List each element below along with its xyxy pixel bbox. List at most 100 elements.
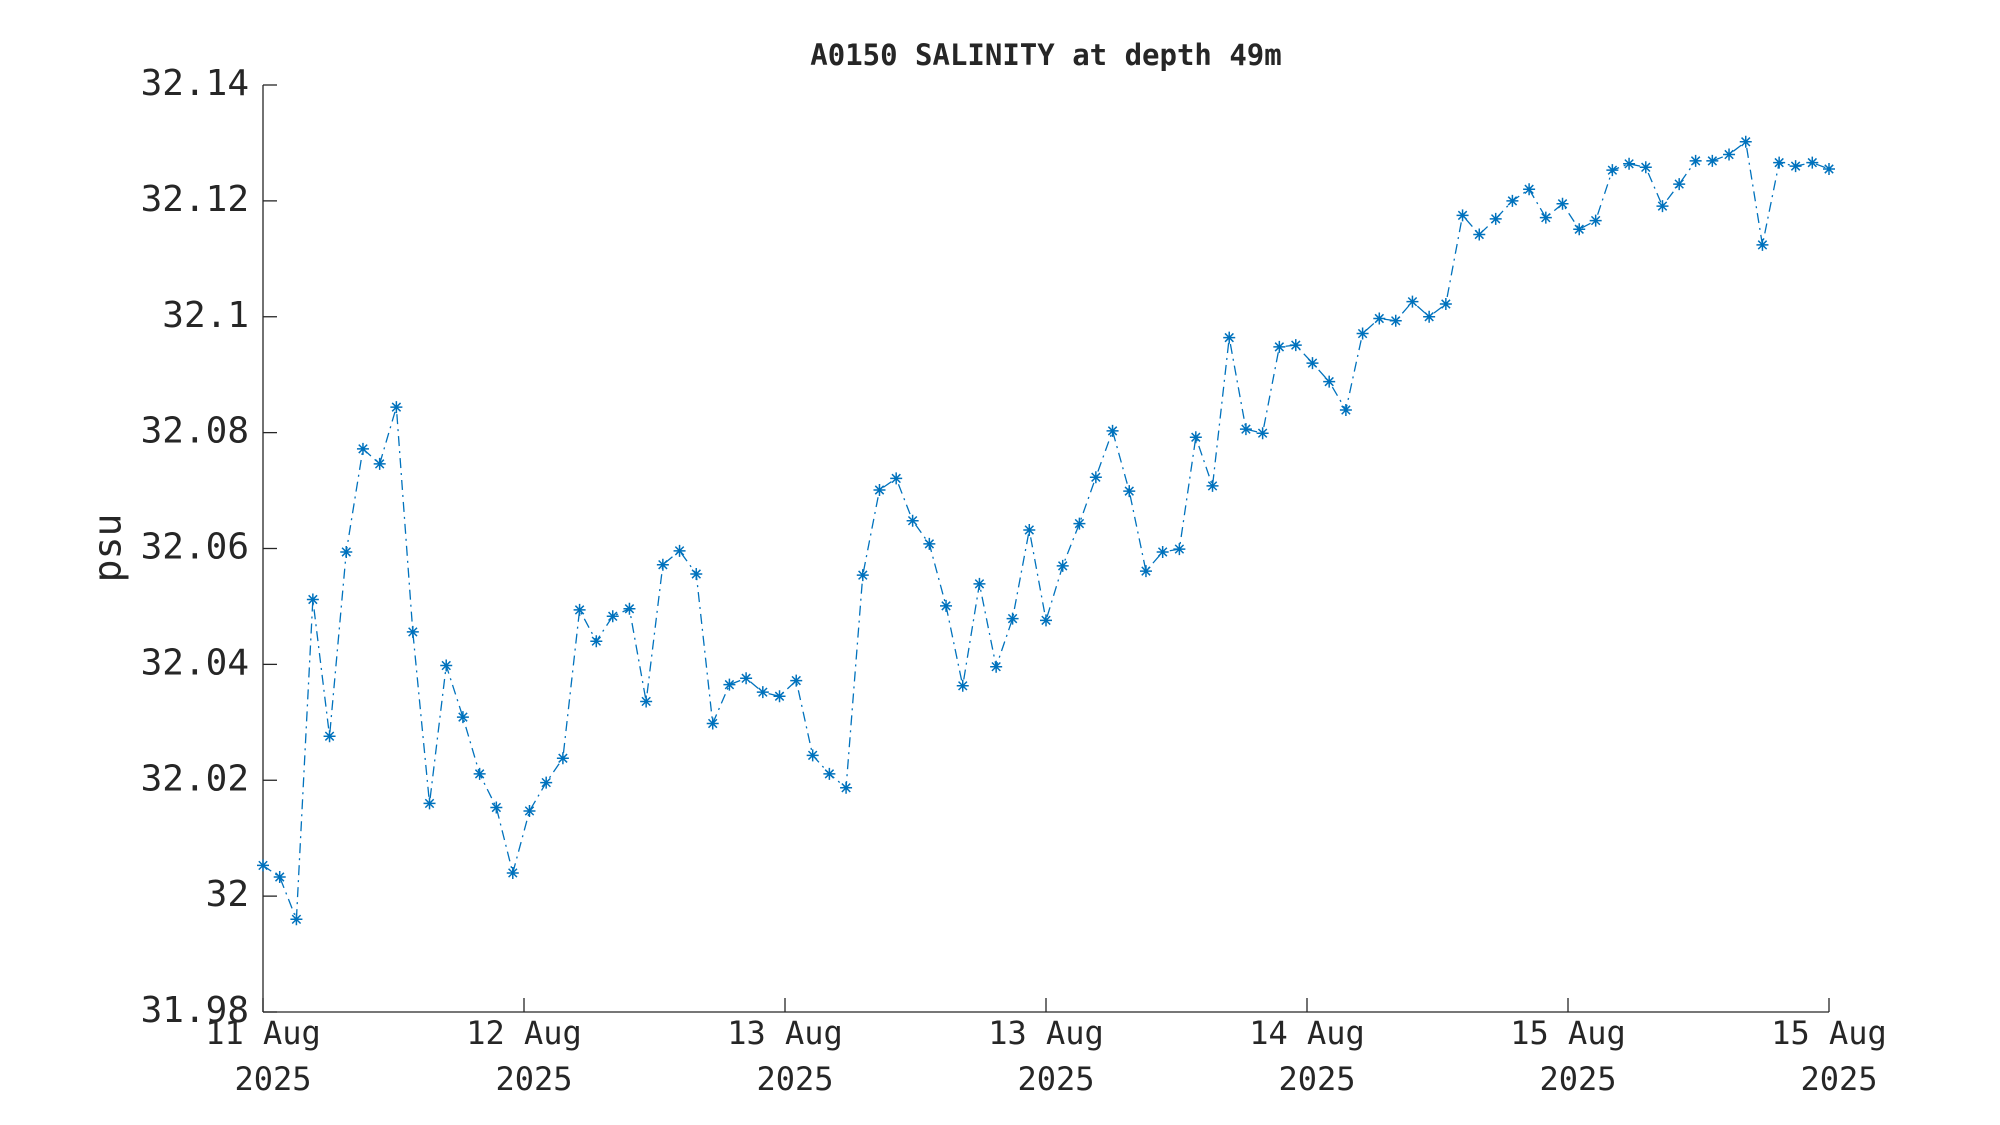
data-point	[1739, 135, 1752, 148]
x-tick-label: 12 Aug 2025	[466, 1014, 582, 1098]
data-point	[1639, 161, 1652, 174]
data-point	[1289, 339, 1302, 352]
data-point	[1489, 212, 1502, 225]
data-point	[940, 599, 953, 612]
data-point	[456, 711, 469, 724]
data-point	[556, 752, 569, 765]
data-point	[390, 401, 403, 414]
data-point	[1406, 295, 1419, 308]
data-point	[406, 625, 419, 638]
data-point	[1306, 357, 1319, 370]
data-point	[790, 674, 803, 687]
data-point	[1323, 375, 1336, 388]
x-tick-label: 14 Aug 2025	[1249, 1014, 1365, 1098]
data-point	[1056, 559, 1069, 572]
data-point	[1606, 164, 1619, 177]
data-point	[523, 804, 536, 817]
data-point	[1223, 331, 1236, 344]
data-point	[673, 544, 686, 557]
data-point	[1723, 148, 1736, 161]
data-point	[1656, 200, 1669, 213]
x-tick-label: 11 Aug 2025	[205, 1014, 321, 1098]
data-point	[923, 537, 936, 550]
x-tick-label: 15 Aug 2025	[1510, 1014, 1626, 1098]
data-point	[257, 859, 269, 872]
data-point	[423, 797, 436, 810]
y-tick-label: 32.14	[141, 63, 249, 104]
x-tick-label-line: 13 Aug	[988, 1014, 1104, 1052]
x-tick-label: 13 Aug 2025	[988, 1014, 1104, 1098]
data-point	[373, 457, 386, 470]
data-point	[756, 686, 769, 699]
x-tick-label-line: 2025	[495, 1060, 572, 1098]
data-point	[623, 602, 636, 615]
data-point	[806, 749, 819, 762]
data-point	[706, 717, 719, 730]
y-tick-label: 31.98	[141, 990, 249, 1031]
data-point	[1339, 404, 1352, 417]
x-tick-label-line: 15 Aug	[1510, 1014, 1626, 1052]
data-point	[1806, 156, 1819, 169]
x-tick-label-line: 12 Aug	[466, 1014, 582, 1052]
data-point	[1239, 423, 1252, 436]
data-point	[1389, 314, 1402, 327]
x-tick-label-line: 2025	[234, 1060, 311, 1098]
data-point	[1773, 156, 1786, 169]
data-point	[1456, 209, 1469, 222]
data-point	[873, 483, 886, 496]
data-point	[1823, 163, 1835, 176]
x-tick-label-line: 2025	[1800, 1060, 1877, 1098]
data-point	[1523, 183, 1536, 196]
data-point	[1473, 228, 1486, 241]
data-point	[1356, 327, 1369, 340]
data-point	[1040, 614, 1052, 627]
data-point	[273, 871, 286, 884]
data-point	[1689, 154, 1702, 167]
data-point	[1206, 479, 1219, 492]
data-point	[606, 610, 619, 623]
data-point	[490, 801, 503, 814]
x-tick-label-line: 2025	[1278, 1060, 1355, 1098]
data-point	[1173, 543, 1186, 556]
data-point	[1789, 160, 1802, 173]
x-tick-label-line: 2025	[756, 1060, 833, 1098]
y-tick-label: 32.06	[141, 527, 249, 568]
y-tick-label: 32.12	[141, 179, 249, 220]
data-point	[1756, 238, 1769, 251]
x-tick-label: 13 Aug 2025	[727, 1014, 843, 1098]
data-point	[1089, 471, 1102, 484]
data-point	[723, 678, 736, 691]
data-point	[656, 558, 669, 571]
data-point	[640, 695, 653, 708]
x-tick-label-line: 15 Aug	[1771, 1014, 1887, 1052]
x-tick-label-line: 2025	[1017, 1060, 1094, 1098]
x-tick-label-line: 2025	[1539, 1060, 1616, 1098]
data-point	[1156, 545, 1169, 558]
data-point	[990, 660, 1003, 673]
data-point	[740, 672, 753, 685]
data-point	[290, 913, 303, 926]
data-point	[1123, 485, 1136, 498]
data-point	[890, 472, 903, 485]
data-point	[1439, 298, 1452, 311]
data-point	[1589, 214, 1602, 227]
y-tick-label: 32	[206, 874, 249, 915]
data-point	[306, 593, 319, 606]
x-tick-label-line: 11 Aug	[205, 1014, 321, 1052]
data-point	[473, 767, 486, 780]
x-tick-label-line: 13 Aug	[727, 1014, 843, 1052]
y-tick-label: 32.02	[141, 758, 249, 799]
data-point	[1623, 157, 1636, 170]
data-point	[573, 603, 586, 616]
data-point	[906, 514, 919, 527]
data-point	[956, 679, 969, 692]
data-point	[773, 690, 786, 703]
data-point	[506, 866, 519, 879]
data-point	[1256, 427, 1269, 440]
data-point	[1573, 223, 1586, 236]
data-point	[540, 776, 553, 789]
data-point	[340, 545, 353, 558]
data-point	[840, 781, 853, 794]
